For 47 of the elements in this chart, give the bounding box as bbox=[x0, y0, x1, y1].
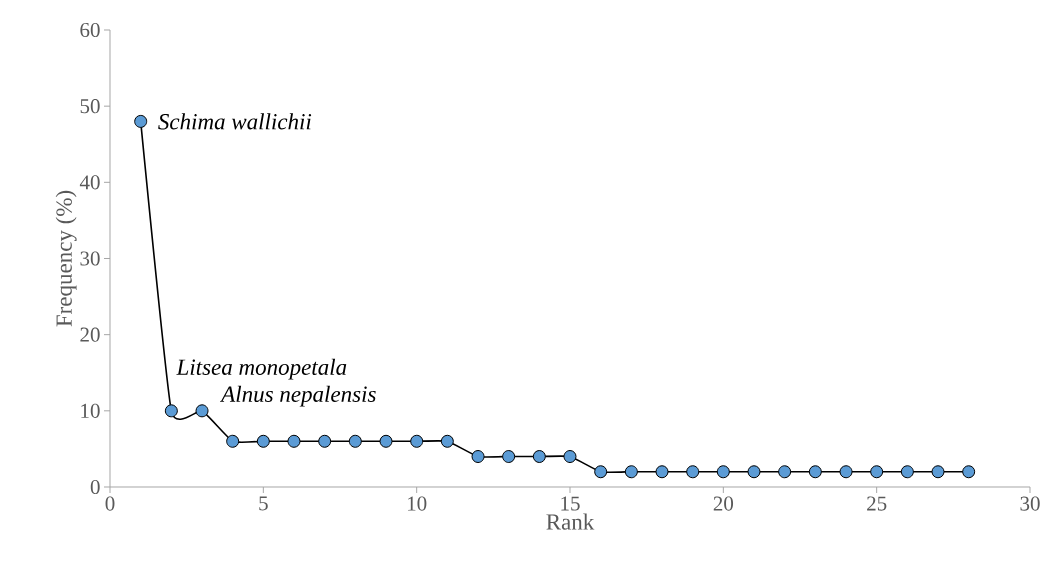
y-tick-label: 10 bbox=[81, 403, 100, 418]
point bbox=[502, 450, 516, 464]
point bbox=[440, 434, 454, 448]
x-tick-label: 10 bbox=[408, 496, 427, 511]
point bbox=[532, 450, 546, 464]
point bbox=[808, 465, 822, 479]
point bbox=[870, 465, 884, 479]
point bbox=[655, 465, 669, 479]
x-tick-label: 30 bbox=[1020, 496, 1040, 511]
point bbox=[594, 465, 608, 479]
annotation: Alnus nepalensis bbox=[219, 385, 376, 407]
point bbox=[686, 465, 700, 479]
point bbox=[624, 465, 638, 479]
x-tick-label: 25 bbox=[867, 496, 887, 511]
y-axis-title: Frequency (%) bbox=[55, 190, 77, 327]
point bbox=[747, 465, 761, 479]
point bbox=[716, 465, 730, 479]
x-tick-label: 5 bbox=[259, 496, 268, 511]
point bbox=[134, 114, 148, 128]
point bbox=[839, 465, 853, 479]
x-tick-label: 0 bbox=[105, 496, 115, 511]
y-tick-label: 30 bbox=[80, 251, 100, 266]
x-tick-label: 15 bbox=[561, 496, 580, 511]
x-tick-label: 20 bbox=[713, 496, 734, 511]
point bbox=[348, 434, 362, 448]
point bbox=[563, 450, 577, 464]
point bbox=[962, 465, 976, 479]
point bbox=[778, 465, 792, 479]
point bbox=[931, 465, 945, 479]
point bbox=[318, 434, 332, 448]
point bbox=[471, 450, 485, 464]
point bbox=[164, 404, 178, 418]
point bbox=[287, 434, 301, 448]
point bbox=[256, 434, 270, 448]
annotation: Schima wallichii bbox=[158, 113, 312, 130]
point bbox=[226, 434, 240, 448]
y-tick-label: 20 bbox=[80, 327, 100, 342]
y-tick-label: 0 bbox=[90, 479, 100, 495]
point bbox=[410, 434, 424, 448]
point bbox=[195, 404, 209, 418]
annotation: Litsea monopetala bbox=[176, 358, 347, 380]
point bbox=[379, 434, 393, 448]
y-tick-label: 60 bbox=[80, 22, 100, 38]
y-tick-label: 40 bbox=[79, 175, 100, 190]
point bbox=[900, 465, 914, 479]
x-axis-title: Rank bbox=[546, 513, 595, 530]
y-tick-label: 50 bbox=[80, 99, 100, 114]
